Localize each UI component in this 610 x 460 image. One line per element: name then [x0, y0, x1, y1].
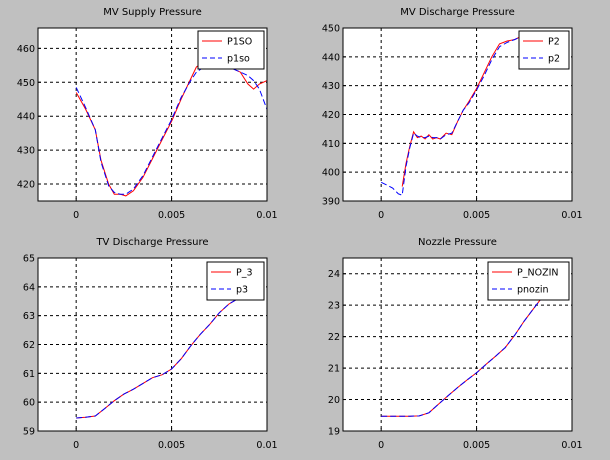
chart-title: TV Discharge Pressure: [95, 237, 208, 248]
y-tick-label: 430: [322, 81, 340, 92]
legend-box: [206, 261, 265, 301]
subplot-1: MV Supply Pressure 420 430 440 450 460 0 0.005 0…: [17, 7, 278, 221]
y-tick-label: 450: [322, 24, 340, 35]
y-tick-label: 19: [328, 427, 340, 438]
series-line-p3: [76, 297, 239, 419]
y-tick-label: 59: [23, 427, 35, 438]
y-tick-label: 390: [322, 197, 340, 208]
y-tick-label: 62: [23, 340, 35, 351]
legend: P2 p2: [518, 30, 570, 70]
plot-frame: [37, 27, 268, 202]
legend-label: pnozin: [517, 285, 549, 296]
chart-title: MV Supply Pressure: [103, 7, 202, 18]
legend-box: [197, 30, 265, 70]
series-group: [381, 295, 544, 417]
series-line-p1so: [75, 61, 267, 197]
x-tick-label: 0.005: [158, 210, 185, 221]
legend-box: [518, 30, 570, 70]
y-tick-label: 21: [328, 364, 340, 375]
series-group: [75, 61, 267, 197]
series-group: [380, 36, 521, 196]
y-tick-label: 23: [328, 301, 340, 312]
y-tick-label: 430: [17, 146, 35, 157]
y-tick-label: 440: [322, 52, 340, 63]
x-tick-label: 0.005: [463, 440, 490, 451]
x-tick-label: 0: [73, 440, 79, 451]
x-tick-label: 0: [73, 210, 79, 221]
x-tick-label: 0.01: [256, 440, 277, 451]
legend-label: p2: [548, 54, 560, 65]
legend: P_3 p3: [206, 261, 265, 301]
y-tick-label: 22: [328, 332, 340, 343]
legend-label: P2: [548, 37, 560, 48]
x-tick-label: 0.005: [463, 210, 490, 221]
y-tick-label: 63: [23, 311, 35, 322]
y-tick-label: 60: [23, 398, 35, 409]
chart-title: Nozzle Pressure: [418, 237, 497, 248]
x-tick-label: 0.01: [256, 210, 277, 221]
series-line-p2: [380, 36, 521, 196]
series-line-p1so: [75, 64, 267, 195]
x-tick-label: 0: [378, 440, 384, 451]
legend-label: p1so: [227, 54, 250, 65]
legend: P1SO p1so: [197, 30, 265, 70]
legend-label: P1SO: [227, 37, 252, 48]
legend-label: p3: [236, 285, 248, 296]
y-tick-label: 24: [328, 269, 340, 280]
subplot-2: MV Discharge Pressure 390 400 410 420 430 440 4…: [322, 7, 583, 221]
y-tick-label: 420: [322, 110, 340, 121]
x-tick-label: 0.005: [158, 440, 185, 451]
y-tick-label: 20: [328, 395, 340, 406]
legend-box: [487, 261, 570, 301]
y-tick-label: 61: [23, 369, 35, 380]
subplot-3: TV Discharge Pressure 59 60 61 62 63 64 65 0 0.00…: [23, 237, 278, 451]
subplot-4: Nozzle Pressure 19 20 21 22 23 24 0 0.005 0.01 P_N…: [328, 237, 583, 451]
legend-label: P_NOZIN: [517, 268, 558, 279]
legend-label: P_3: [236, 268, 253, 279]
y-tick-label: 460: [17, 44, 35, 55]
y-tick-label: 420: [17, 180, 35, 191]
chart-title: MV Discharge Pressure: [400, 7, 515, 18]
y-tick-label: 400: [322, 168, 340, 179]
y-tick-label: 410: [322, 139, 340, 150]
y-tick-label: 64: [23, 282, 35, 293]
y-tick-label: 450: [17, 78, 35, 89]
x-tick-label: 0.01: [561, 210, 582, 221]
x-tick-label: 0.01: [561, 440, 582, 451]
plot-frame: [342, 257, 573, 432]
y-tick-label: 65: [23, 254, 35, 265]
x-tick-label: 0: [378, 210, 384, 221]
series-group: [76, 297, 239, 419]
y-tick-label: 440: [17, 112, 35, 123]
series-line-pnozin: [381, 295, 544, 417]
